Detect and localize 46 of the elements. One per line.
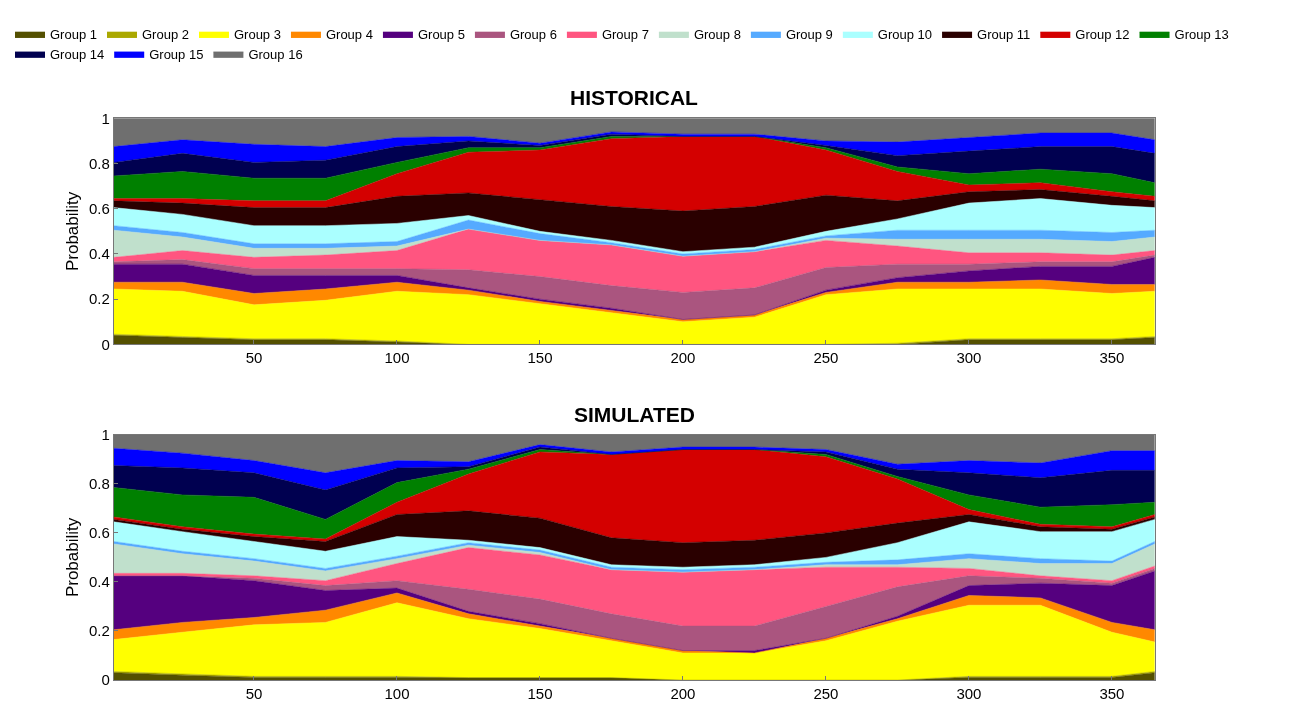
x-tick-label: 200 bbox=[670, 685, 696, 703]
y-tick-label: 1 bbox=[101, 109, 110, 127]
legend-label: Group 11 bbox=[977, 27, 1031, 43]
y-tick-label: 0.4 bbox=[88, 573, 110, 591]
y-tick-label: 0 bbox=[101, 335, 110, 353]
x-tick-label: 100 bbox=[384, 685, 410, 703]
x-tick-label: 100 bbox=[384, 349, 410, 367]
x-tick-label: 250 bbox=[813, 349, 839, 367]
x-tick-label: 350 bbox=[1099, 349, 1125, 367]
x-tick-label: 200 bbox=[670, 349, 696, 367]
y-tick-label: 0.4 bbox=[88, 245, 110, 263]
x-tick-label: 150 bbox=[527, 349, 553, 367]
legend-label: Group 3 bbox=[233, 27, 281, 43]
y-tick-label: 0.8 bbox=[88, 475, 110, 493]
x-tick-label: 300 bbox=[956, 685, 982, 703]
legend-label: Group 13 bbox=[1174, 27, 1229, 43]
legend-label: Group 5 bbox=[417, 27, 465, 43]
x-tick-label: 300 bbox=[956, 349, 982, 367]
y-tick-label: 1 bbox=[101, 426, 110, 444]
legend-label: Group 7 bbox=[601, 27, 649, 43]
legend-label: Group 9 bbox=[785, 27, 833, 43]
legend-label: Group 15 bbox=[149, 46, 204, 62]
y-tick-label: 0.2 bbox=[88, 622, 110, 640]
chart-title: SIMULATED bbox=[574, 403, 695, 426]
y-axis-title: Probability bbox=[62, 191, 82, 272]
x-tick-label: 150 bbox=[527, 685, 553, 703]
legend-label: Group 6 bbox=[509, 27, 557, 43]
legend-label: Group 1 bbox=[50, 27, 97, 43]
x-tick-label: 250 bbox=[813, 685, 839, 703]
legend-label: Group 4 bbox=[325, 27, 373, 43]
legend-label: Group 2 bbox=[141, 27, 189, 43]
y-tick-label: 0.6 bbox=[88, 199, 110, 217]
legend-label: Group 14 bbox=[50, 46, 105, 62]
x-tick-label: 50 bbox=[245, 685, 263, 703]
legend-label: Group 10 bbox=[877, 27, 933, 43]
y-tick-label: 0.2 bbox=[88, 290, 110, 308]
y-tick-label: 0.6 bbox=[88, 524, 110, 542]
legend-label: Group 16 bbox=[248, 46, 303, 62]
legend-label: Group 8 bbox=[693, 27, 741, 43]
y-tick-label: 0 bbox=[101, 671, 110, 689]
y-tick-label: 0.8 bbox=[88, 154, 110, 172]
x-tick-label: 350 bbox=[1099, 685, 1125, 703]
legend-label: Group 12 bbox=[1075, 27, 1130, 43]
y-axis-title: Probability bbox=[62, 517, 82, 598]
x-tick-label: 50 bbox=[245, 349, 263, 367]
chart-title: HISTORICAL bbox=[570, 86, 699, 109]
